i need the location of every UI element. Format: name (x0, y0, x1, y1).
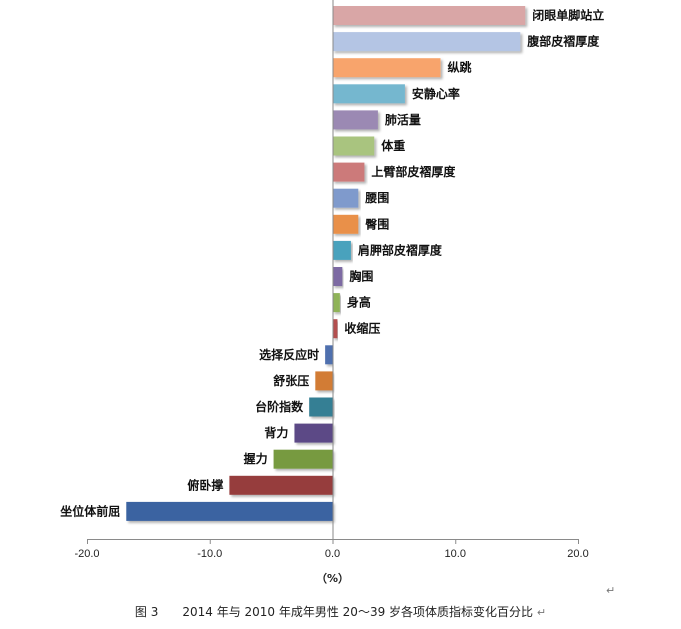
bar-4 (332, 84, 405, 104)
figure-caption-text: 图 3 2014 年与 2010 年成年男性 20～39 岁各项体质指标变化百分… (134, 605, 534, 619)
bar-7 (332, 162, 365, 182)
bar-label-12: 身高 (347, 295, 371, 310)
x-tick-label-5: 20.0 (567, 548, 588, 560)
x-ticks-group: -20.0 -10.0 0.0 10.0 20.0 (74, 539, 589, 560)
bar-11 (332, 267, 343, 286)
bar-label-10: 肩胛部皮褶厚度 (358, 242, 443, 257)
bar-label-9: 臀围 (365, 216, 389, 231)
bar-label-7: 上臂部皮褶厚度 (371, 164, 456, 179)
bar-label-13: 收缩压 (344, 321, 380, 336)
bar-label-1: 闭眼单脚站立 (532, 8, 604, 23)
figure-caption: 图 3 2014 年与 2010 年成年男性 20～39 岁各项体质指标变化百分… (0, 603, 681, 620)
paragraph-mark-icon: ↵ (536, 606, 547, 619)
bar-10 (332, 240, 351, 260)
bar-label-17: 背力 (264, 425, 288, 440)
bar-label-19: 俯卧撑 (187, 477, 223, 492)
bar-label-11: 胸围 (349, 269, 373, 284)
bar-label-20: 坐位体前屈 (60, 503, 120, 518)
bar-label-3: 纵跳 (448, 60, 472, 75)
bar-label-14: 选择反应时 (259, 347, 319, 362)
bar-19 (229, 475, 333, 495)
bar-label-4: 安静心率 (412, 86, 460, 101)
bar-label-6: 体重 (381, 138, 405, 153)
bar-20 (126, 501, 333, 521)
bar-label-5: 肺活量 (385, 112, 421, 127)
x-tick-label-1: -20.0 (74, 548, 99, 560)
bar-18 (273, 449, 333, 469)
x-axis-unit-label: （%） (316, 572, 349, 585)
bar-13 (332, 319, 338, 339)
bar-5 (332, 110, 378, 130)
bar-15 (315, 371, 333, 391)
paragraph-mark-icon: ↵ (606, 584, 616, 597)
bar-chart: 闭眼单脚站立腹部皮褶厚度纵跳安静心率肺活量体重上臂部皮褶厚度腰围臀围肩胛部皮褶厚… (60, 0, 604, 585)
bar-label-16: 台阶指数 (255, 399, 304, 414)
bar-3 (332, 58, 441, 78)
bar-8 (332, 188, 359, 208)
bar-9 (332, 214, 359, 234)
bar-labels-group: 闭眼单脚站立腹部皮褶厚度纵跳安静心率肺活量体重上臂部皮褶厚度腰围臀围肩胛部皮褶厚… (60, 8, 604, 519)
bar-2 (332, 32, 521, 52)
bar-1 (332, 6, 526, 25)
bar-17 (294, 423, 333, 443)
bars-group (126, 6, 526, 521)
bar-label-15: 舒张压 (272, 373, 309, 388)
bar-label-2: 腹部皮褶厚度 (527, 34, 600, 49)
bar-label-18: 握力 (244, 451, 268, 466)
x-tick-label-4: 10.0 (445, 548, 466, 560)
bar-16 (309, 397, 333, 417)
x-tick-label-3: 0.0 (325, 548, 340, 560)
x-tick-label-2: -10.0 (197, 548, 222, 560)
bar-6 (332, 136, 375, 156)
bar-label-8: 腰围 (364, 190, 389, 205)
bar-14 (325, 345, 333, 365)
bar-12 (332, 293, 340, 313)
